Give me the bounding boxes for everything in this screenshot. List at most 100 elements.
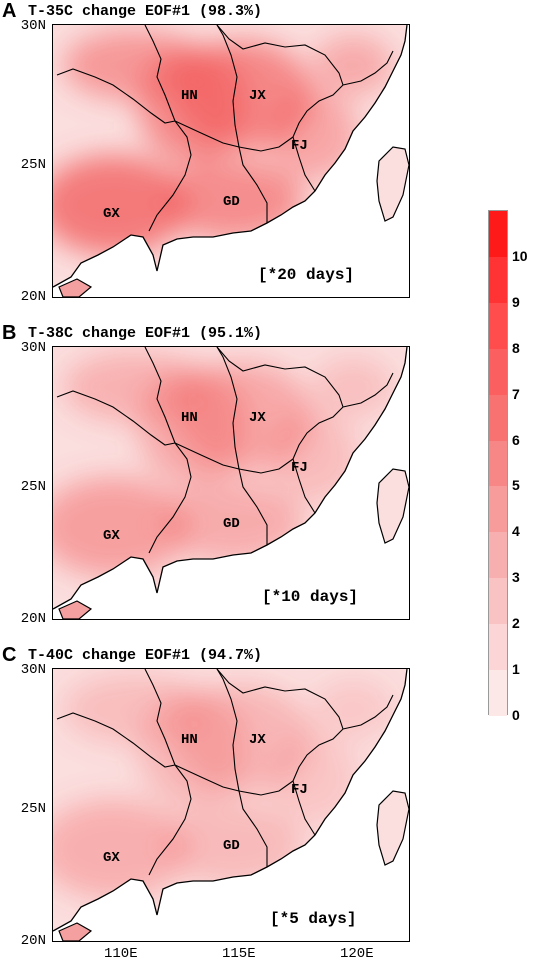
colorbar-tick-label: 6 bbox=[512, 431, 520, 448]
province-border bbox=[174, 442, 240, 470]
province-border bbox=[238, 790, 268, 867]
colorbar-segment bbox=[489, 394, 507, 442]
heat-blob bbox=[268, 412, 358, 502]
panel-letter: C bbox=[2, 644, 17, 666]
province-label-jx: JX bbox=[249, 88, 266, 104]
province-border bbox=[292, 728, 344, 782]
province-label-jx: JX bbox=[249, 732, 266, 748]
province-label-fj: FJ bbox=[291, 138, 308, 154]
colorbar-segment bbox=[489, 211, 507, 258]
province-border bbox=[144, 669, 176, 766]
province-border bbox=[144, 25, 176, 122]
hainan-island bbox=[58, 600, 93, 619]
heat-layer bbox=[53, 674, 393, 899]
lat-label-25n: 25N bbox=[20, 157, 46, 173]
panel-a: A T-35C change EOF#1 (98.3%) 30N 25N 20N… bbox=[0, 0, 420, 320]
province-border bbox=[56, 68, 176, 124]
colorbar-tick-label: 8 bbox=[512, 339, 520, 356]
colorbar-tick-label: 2 bbox=[512, 615, 520, 632]
hainan-island bbox=[58, 922, 93, 941]
colorbar-tick-label: 3 bbox=[512, 569, 520, 586]
province-border bbox=[148, 120, 192, 232]
colorbar-tick-label: 7 bbox=[512, 385, 520, 402]
lat-label-20n: 20N bbox=[20, 611, 46, 627]
heat-blob bbox=[53, 155, 188, 255]
lon-label-120e: 120E bbox=[340, 946, 374, 962]
province-border bbox=[342, 372, 394, 408]
province-border bbox=[342, 50, 394, 86]
panel-title: T-40C change EOF#1 (94.7%) bbox=[28, 647, 263, 664]
province-border bbox=[292, 458, 316, 514]
heat-blob bbox=[163, 804, 303, 884]
province-border bbox=[238, 146, 268, 223]
province-border bbox=[148, 764, 192, 876]
panel-letter: A bbox=[2, 0, 17, 22]
colorbar-segment bbox=[489, 624, 507, 671]
colorbar-tick-label: 4 bbox=[512, 523, 520, 540]
province-border bbox=[292, 136, 316, 192]
heat-blob bbox=[53, 799, 188, 899]
map-frame: HN JX FJ GX GD bbox=[52, 24, 410, 298]
lat-label-25n: 25N bbox=[20, 801, 46, 817]
lat-label-25n: 25N bbox=[20, 479, 46, 495]
colorbar bbox=[488, 210, 508, 717]
province-label-gx: GX bbox=[103, 850, 120, 866]
lat-label-30n: 30N bbox=[20, 18, 46, 34]
province-label-gx: GX bbox=[103, 528, 120, 544]
province-label-hn: HN bbox=[181, 88, 198, 104]
heat-blob bbox=[63, 352, 203, 422]
province-border bbox=[216, 669, 240, 792]
heat-blob bbox=[63, 674, 203, 744]
taiwan-island bbox=[376, 146, 409, 222]
heat-blob bbox=[163, 482, 303, 562]
province-border bbox=[216, 25, 344, 86]
province-label-gx: GX bbox=[103, 206, 120, 222]
taiwan-island bbox=[376, 790, 409, 866]
heat-layer bbox=[53, 352, 393, 577]
lat-label-30n: 30N bbox=[20, 340, 46, 356]
panel-title: T-35C change EOF#1 (98.3%) bbox=[28, 3, 263, 20]
province-border bbox=[174, 764, 240, 792]
colorbar-segment bbox=[489, 670, 507, 717]
map-frame: HN JX FJ GX GD bbox=[52, 668, 410, 942]
province-label-fj: FJ bbox=[291, 460, 308, 476]
map-canvas: HN JX FJ GX GD bbox=[53, 347, 409, 619]
colorbar-segment bbox=[489, 486, 507, 533]
colorbar-segment bbox=[489, 302, 507, 350]
province-label-hn: HN bbox=[181, 410, 198, 426]
province-label-jx: JX bbox=[249, 410, 266, 426]
heat-blob bbox=[63, 30, 203, 100]
province-label-gd: GD bbox=[223, 516, 240, 532]
lon-label-115e: 115E bbox=[222, 946, 256, 962]
province-border bbox=[292, 406, 344, 460]
map-canvas: HN JX FJ GX GD bbox=[53, 25, 409, 297]
heat-blob bbox=[313, 35, 393, 95]
province-border bbox=[174, 120, 240, 148]
taiwan-island bbox=[376, 468, 409, 544]
panel-title: T-38C change EOF#1 (95.1%) bbox=[28, 325, 263, 342]
panel-c: C T-40C change EOF#1 (94.7%) 30N 25N 20N… bbox=[0, 644, 420, 964]
lat-label-20n: 20N bbox=[20, 933, 46, 949]
heat-blob bbox=[268, 90, 358, 180]
colorbar-tick-label: 10 bbox=[512, 247, 528, 264]
province-border bbox=[342, 694, 394, 730]
lat-label-30n: 30N bbox=[20, 662, 46, 678]
province-border bbox=[216, 347, 344, 408]
province-border bbox=[238, 136, 294, 152]
panel-b: B T-38C change EOF#1 (95.1%) 30N 25N 20N… bbox=[0, 322, 420, 642]
colorbar-segment bbox=[489, 532, 507, 579]
days-label: [*20 days] bbox=[258, 266, 355, 284]
map-canvas: HN JX FJ GX GD bbox=[53, 669, 409, 941]
province-label-hn: HN bbox=[181, 732, 198, 748]
province-border bbox=[292, 84, 344, 138]
province-border bbox=[292, 780, 316, 836]
colorbar-tick-label: 0 bbox=[512, 707, 520, 723]
province-border bbox=[56, 712, 176, 768]
colorbar-tick-label: 1 bbox=[512, 661, 520, 678]
colorbar-tick-label: 9 bbox=[512, 293, 520, 310]
province-label-gd: GD bbox=[223, 194, 240, 210]
province-border bbox=[144, 347, 176, 444]
heat-blob bbox=[268, 734, 358, 824]
province-border bbox=[238, 780, 294, 796]
colorbar-segment bbox=[489, 256, 507, 304]
